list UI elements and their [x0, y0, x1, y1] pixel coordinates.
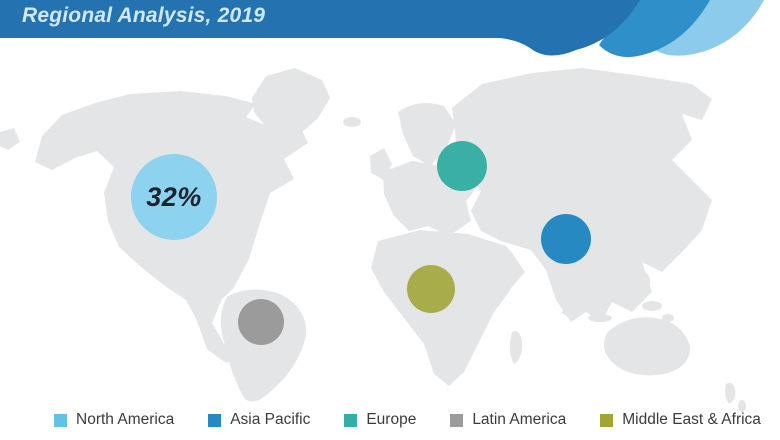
legend-label: Latin America — [472, 411, 567, 428]
legend-label: Europe — [366, 411, 417, 428]
legend-item-middle-east-africa: Middle East & Africa — [600, 411, 761, 429]
legend: North America Asia Pacific Europe Latin … — [54, 407, 780, 433]
bubble-latin-america — [238, 299, 284, 345]
legend-swatch-europe — [344, 413, 358, 427]
legend-item-asia-pacific: Asia Pacific — [208, 411, 310, 429]
legend-item-north-america: North America — [54, 411, 174, 429]
legend-label: Asia Pacific — [230, 411, 311, 428]
legend-label: Middle East & Africa — [622, 411, 761, 428]
bubble-asia-pacific — [541, 214, 591, 264]
legend-swatch-north-america — [54, 413, 67, 427]
north-america-share-label: 32% — [146, 181, 202, 212]
bubble-europe — [437, 141, 487, 191]
legend-swatch-latin-america — [450, 413, 464, 427]
legend-swatch-middle-east-africa — [600, 413, 614, 427]
legend-item-latin-america: Latin America — [450, 411, 566, 429]
legend-swatch-asia-pacific — [208, 413, 222, 427]
continents — [0, 68, 746, 412]
bubble-middle-east-africa — [407, 265, 455, 313]
legend-item-europe: Europe — [344, 411, 416, 429]
legend-label: North America — [76, 411, 175, 428]
bubble-north-america: 32% — [131, 154, 217, 240]
page-title: Regional Analysis, 2019 — [22, 4, 266, 27]
